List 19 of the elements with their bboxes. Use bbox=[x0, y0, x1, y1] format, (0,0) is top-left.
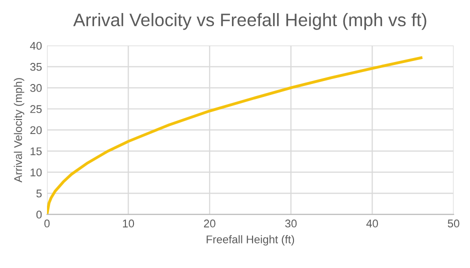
y-tick-label: 40 bbox=[30, 42, 42, 50]
x-axis-title: Freefall Height (ft) bbox=[206, 235, 294, 246]
y-tick-label: 0 bbox=[36, 210, 42, 219]
y-tick-label: 35 bbox=[30, 62, 42, 71]
x-tick-label: 20 bbox=[204, 220, 216, 228]
x-tick-label: 50 bbox=[448, 220, 460, 228]
y-tick-label: 10 bbox=[30, 168, 42, 176]
x-tick-label: 10 bbox=[122, 220, 134, 228]
x-tick-label: 30 bbox=[285, 220, 297, 228]
y-tick-label: 30 bbox=[30, 84, 42, 92]
line-series bbox=[47, 56, 422, 214]
chart-title: Arrival Velocity vs Freefall Height (mph vs ft) bbox=[73, 13, 426, 30]
y-tick-label: 25 bbox=[30, 105, 42, 114]
y-axis-title: Arrival Velocity (mph) bbox=[14, 78, 24, 182]
y-tick-label: 15 bbox=[30, 147, 42, 156]
y-tick-label: 5 bbox=[36, 190, 42, 198]
x-tick-label: 0 bbox=[44, 220, 50, 228]
y-tick-label: 20 bbox=[30, 126, 42, 134]
x-tick-label: 40 bbox=[366, 220, 378, 228]
